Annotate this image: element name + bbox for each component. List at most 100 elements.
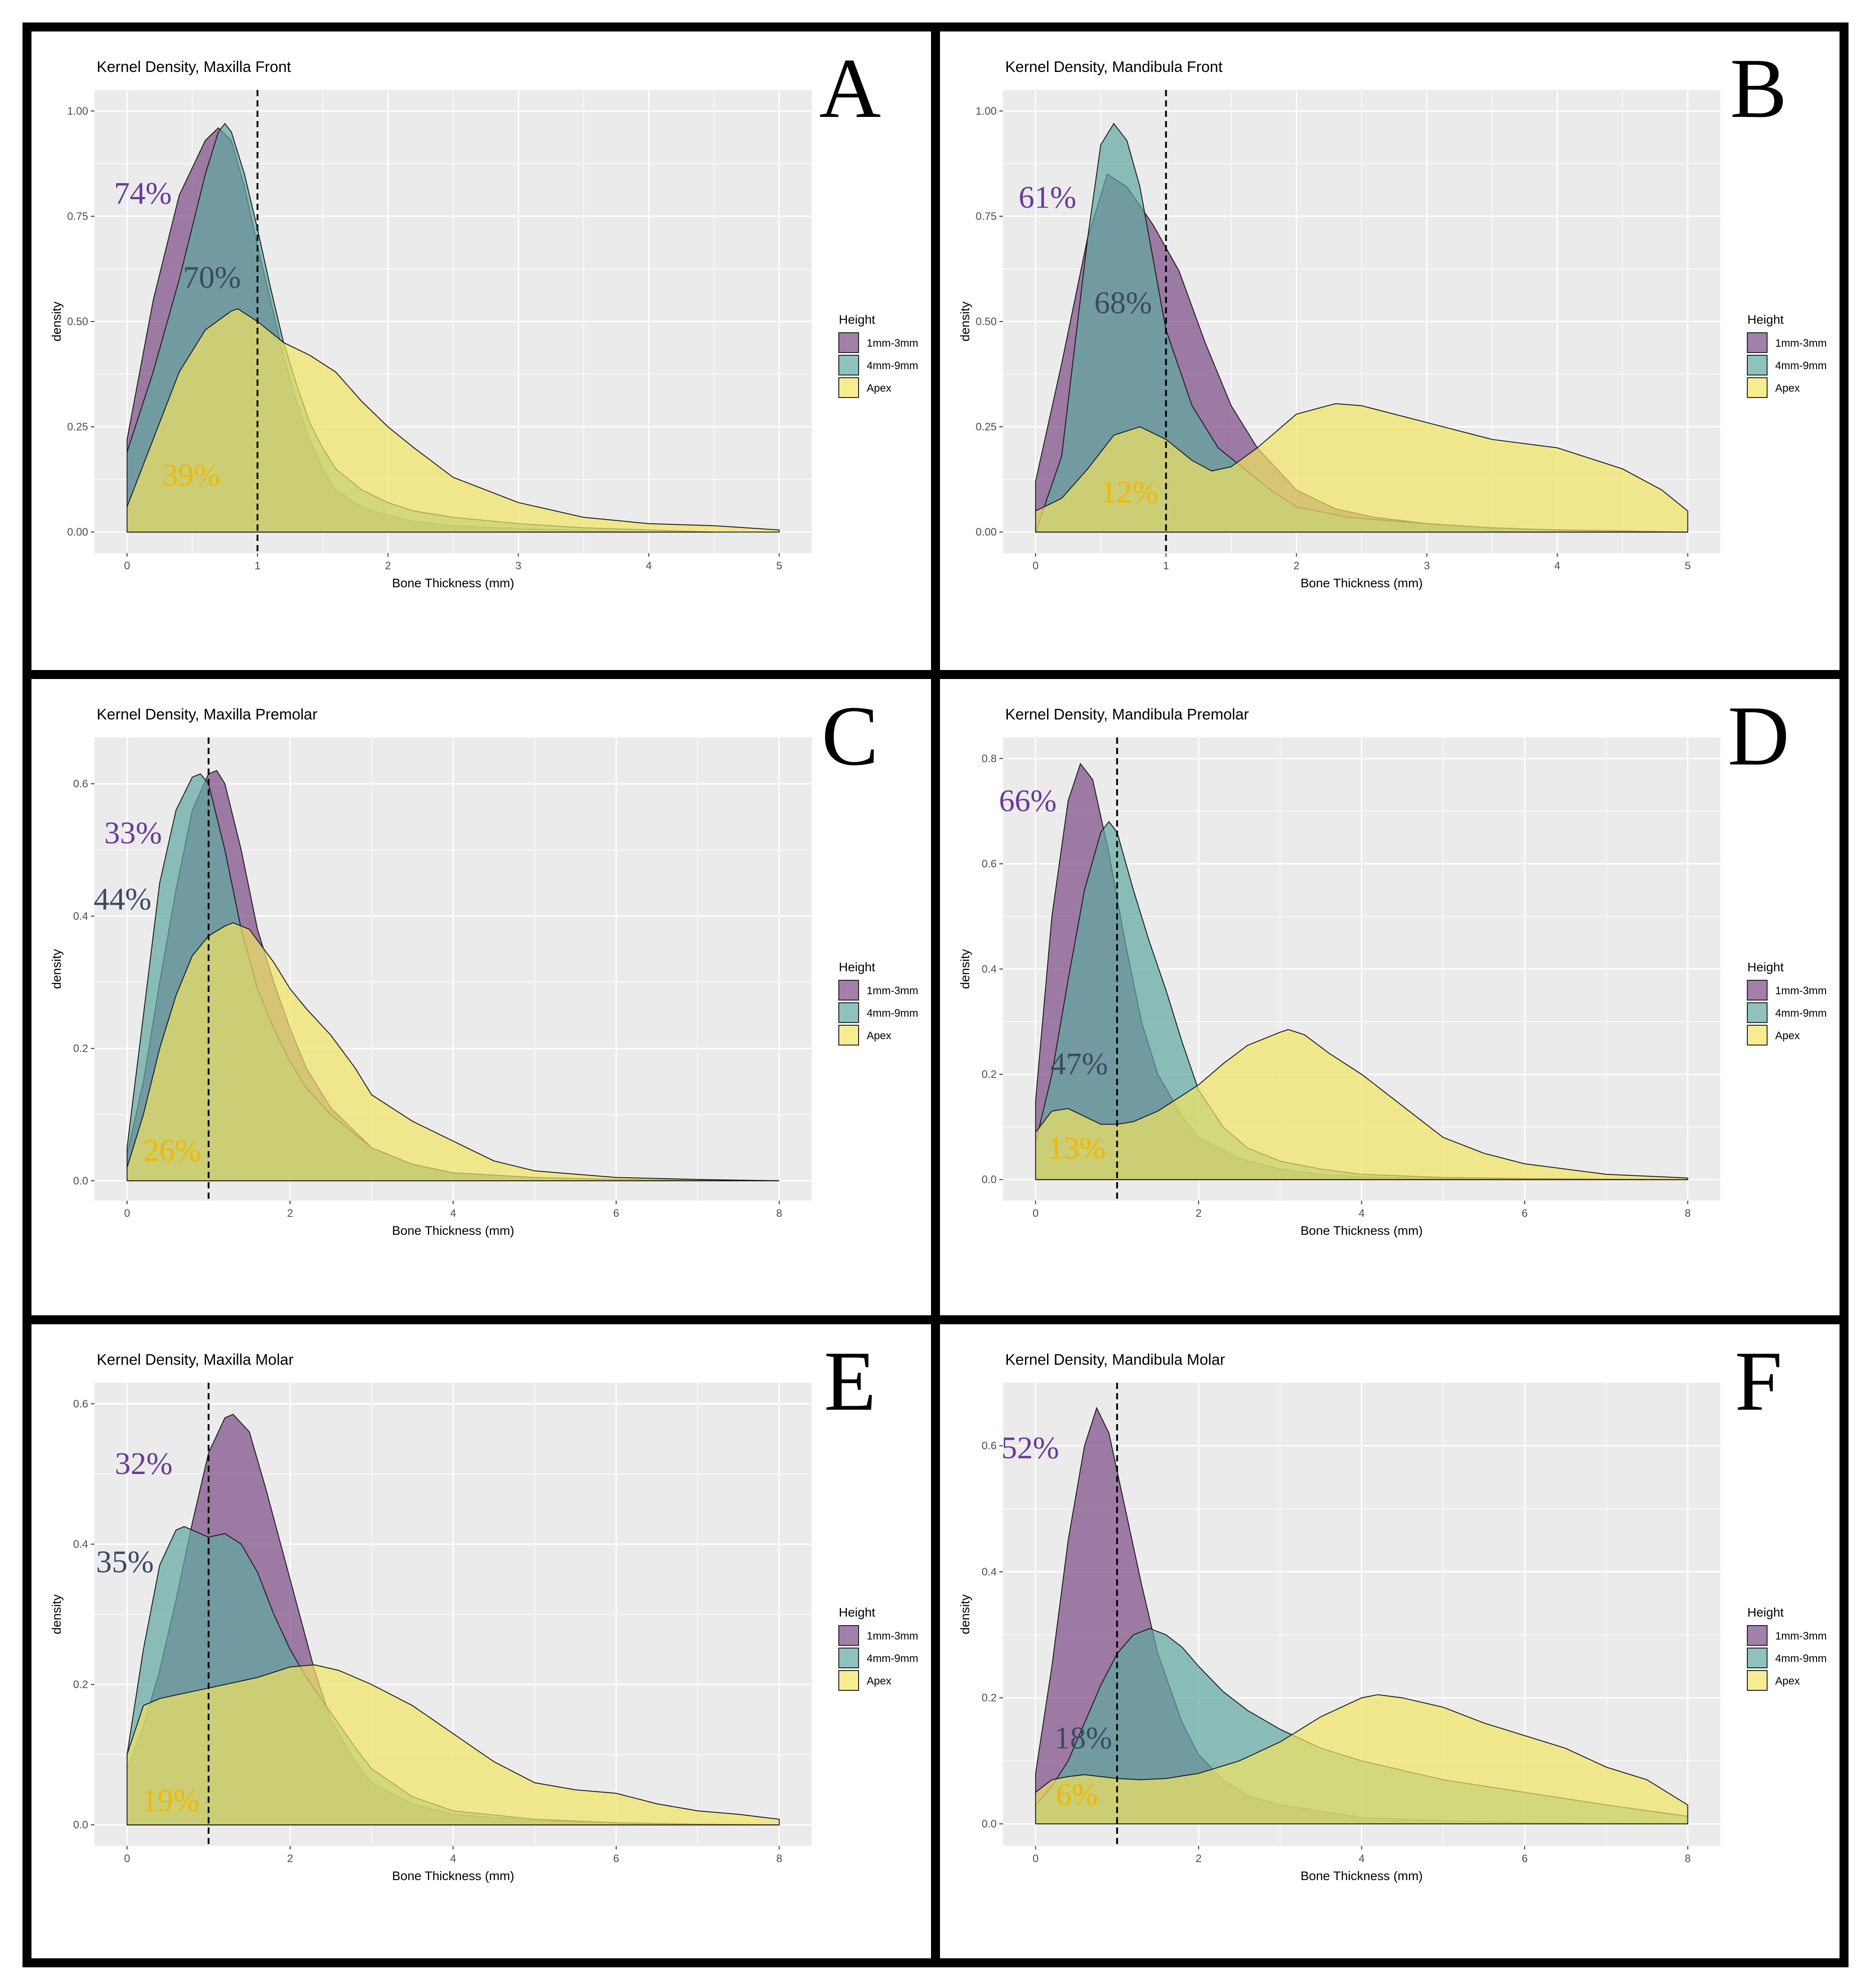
density-area-apex [126,1664,780,1826]
x-tick-label: 3 [1424,560,1430,572]
percent-label: 74% [114,176,172,211]
legend-swatch [1747,1002,1768,1023]
x-tick-label: 2 [1195,1207,1201,1220]
percent-label: 6% [1056,1778,1098,1812]
y-tick-label: 0.2 [982,1068,997,1081]
panel-letter: D [1728,689,1789,783]
x-tick-label: 6 [613,1853,619,1865]
x-tick-label: 2 [287,1207,293,1220]
legend-label: 1mm-3mm [1775,1630,1827,1642]
percent-label: 18% [1054,1721,1112,1756]
density-area-apex [1035,1694,1688,1824]
legend-swatch [838,1648,859,1668]
x-tick-label: 4 [1359,1207,1365,1220]
percent-label: 26% [143,1134,201,1168]
y-axis-title: density [49,949,63,989]
x-tick-label: 4 [646,560,652,572]
chart-title: Kernel Density, Maxilla Molar [97,1351,294,1368]
y-tick-label: 0.0 [73,1819,88,1831]
legend: Height 1mm-3mm 4mm-9mm Apex [1747,1605,1827,1691]
percent-label: 35% [96,1545,154,1579]
percent-label: 61% [1019,180,1076,215]
y-tick-label: 0.25 [976,421,997,433]
panel-letter: E [824,1334,876,1429]
y-tick-label: 0.4 [982,1566,997,1578]
x-tick-label: 3 [515,560,521,572]
y-tick-label: 0.6 [73,1398,88,1410]
legend-swatch [1747,1625,1768,1646]
legend-swatch [1747,1670,1768,1691]
percent-label: 47% [1050,1047,1108,1081]
x-axis-title: Bone Thickness (mm) [1301,1224,1423,1237]
x-tick-label: 2 [287,1853,293,1865]
x-tick-label: 2 [385,560,391,572]
legend-label: 4mm-9mm [1775,1007,1827,1019]
y-tick-label: 1.00 [976,105,997,117]
legend-title: Height [839,960,875,974]
y-tick-label: 0.4 [982,963,997,975]
y-axis-title: density [958,302,972,342]
legend-swatch [838,1025,859,1045]
legend-swatch [1747,1025,1768,1045]
y-tick-label: 0.6 [982,1440,997,1452]
x-tick-label: 2 [1195,1853,1201,1865]
legend-label: 1mm-3mm [867,1630,918,1642]
x-axis-title: Bone Thickness (mm) [1301,576,1423,590]
x-axis-title: Bone Thickness (mm) [1301,1869,1423,1883]
chart-panel-b: 61% 68% 12% 0 1 2 3 4 5 0.00 0.25 0.50 0.75 1.00 Bone … [958,41,1827,590]
legend-swatch [838,980,859,1001]
percent-label: 68% [1094,286,1152,320]
percent-label: 39% [162,458,220,493]
x-axis-title: Bone Thickness (mm) [392,1224,515,1237]
legend-label: 4mm-9mm [867,1007,918,1019]
density-area-apex [126,308,780,533]
percent-label: 13% [1048,1131,1106,1166]
percent-label: 44% [94,882,151,917]
panels: 74%70%39%0 1 2 3 4 50.000.250.500.751.00Bone … [49,41,1827,1883]
legend-label: 1mm-3mm [1775,337,1827,349]
x-tick-label: 8 [776,1207,782,1220]
legend-swatch [1747,377,1768,398]
x-tick-label: 4 [1359,1853,1365,1865]
y-tick-label: 0.0 [982,1174,997,1186]
legend-title: Height [1747,1605,1784,1619]
legend-swatch [1747,980,1768,1001]
x-tick-label: 1 [1163,560,1169,572]
percent-label: 32% [115,1447,172,1481]
chart-title: Kernel Density, Maxilla Front [97,58,291,76]
x-axis-title: Bone Thickness (mm) [392,576,515,590]
legend-label: Apex [867,382,891,394]
y-tick-label: 1.00 [67,105,88,117]
legend-label: 1mm-3mm [867,337,918,349]
y-axis-title: density [958,949,972,989]
chart-title: Kernel Density, Mandibula Front [1005,58,1223,76]
percent-label: 12% [1101,475,1159,510]
panel-letter: A [819,41,881,136]
legend-swatch [838,1670,859,1691]
y-axis-title: density [49,302,63,342]
y-tick-label: 0.2 [73,1043,88,1055]
y-tick-label: 0.4 [73,1538,88,1550]
percent-label: 66% [999,784,1056,818]
y-tick-label: 0.00 [976,526,997,538]
density-area-apex [1035,1029,1688,1180]
y-axis-title: density [49,1595,63,1635]
legend-swatch [1747,332,1768,353]
y-tick-label: 0.75 [976,210,997,223]
legend-title: Height [839,1605,875,1619]
panel-frame [22,22,1849,1967]
chart-title: Kernel Density, Mandibula Molar [1005,1351,1225,1368]
chart-title: Kernel Density, Maxilla Premolar [97,706,318,723]
legend-swatch [838,1625,859,1646]
y-tick-label: 0.6 [73,778,88,790]
y-tick-label: 0.00 [67,526,88,538]
legend-label: 4mm-9mm [1775,360,1827,372]
legend-swatch [838,355,859,375]
legend: Height 1mm-3mm 4mm-9mm Apex [1747,313,1827,398]
legend: Height 1mm-3mm 4mm-9mm Apex [838,960,918,1045]
x-tick-label: 6 [1522,1207,1527,1220]
legend-title: Height [839,313,875,326]
y-tick-label: 0.25 [67,421,88,433]
legend-label: 1mm-3mm [867,985,918,997]
